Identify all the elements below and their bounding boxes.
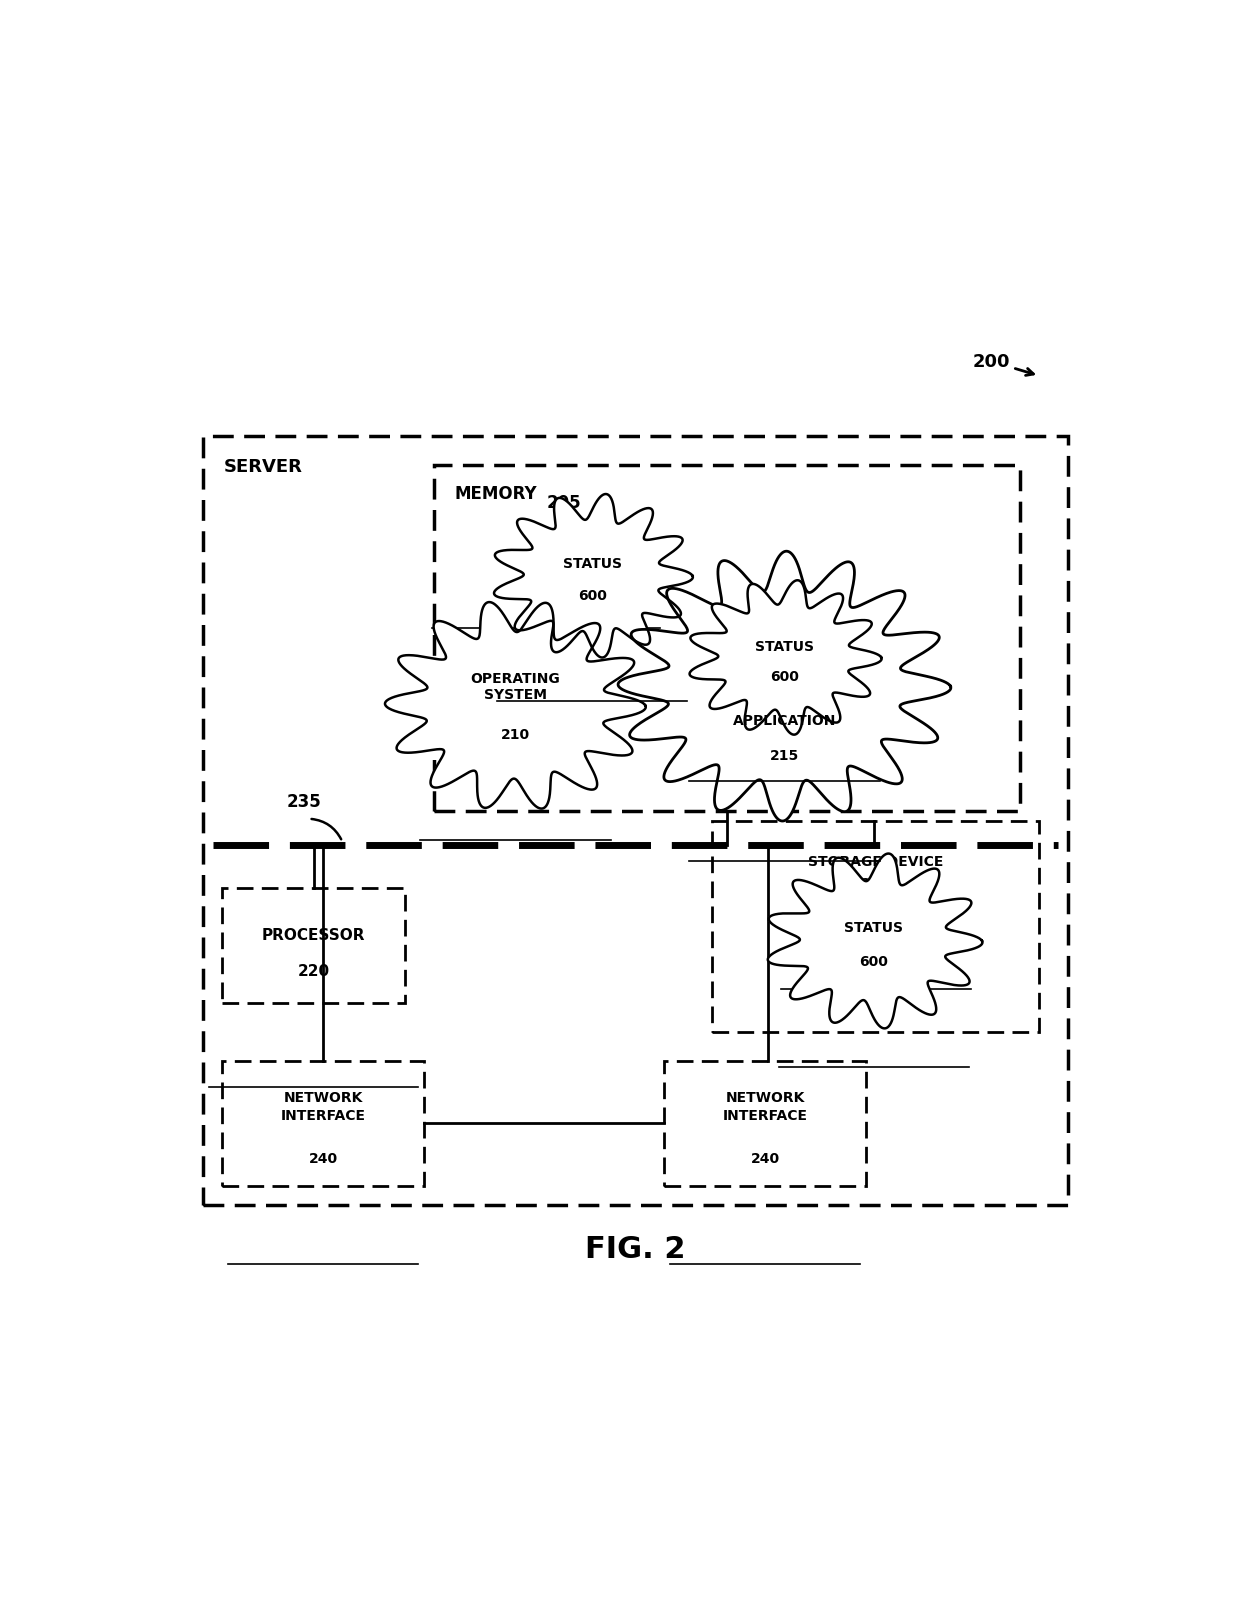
Text: 225: 225 [861,876,890,890]
Text: 235: 235 [286,792,321,812]
Polygon shape [618,551,951,821]
Text: STATUS: STATUS [563,556,621,570]
Text: NETWORK
INTERFACE: NETWORK INTERFACE [723,1091,807,1122]
Text: NETWORK
INTERFACE: NETWORK INTERFACE [280,1091,366,1122]
Text: 200: 200 [972,354,1033,376]
Text: STORAGE DEVICE: STORAGE DEVICE [808,855,944,869]
Text: 600: 600 [859,955,888,969]
Text: 210: 210 [501,728,529,741]
Text: STATUS: STATUS [755,640,813,652]
Text: 240: 240 [309,1152,337,1165]
Text: 220: 220 [298,964,330,979]
Polygon shape [384,603,646,808]
Text: MEMORY: MEMORY [455,485,537,503]
Text: STATUS: STATUS [844,921,903,935]
Bar [712,821,1039,1032]
Text: PROCESSOR: PROCESSOR [262,927,366,942]
Polygon shape [494,495,693,659]
Bar [222,889,404,1004]
Bar [665,1061,866,1186]
Polygon shape [768,853,982,1028]
Bar [222,1061,424,1186]
Text: 240: 240 [750,1152,780,1165]
Bar [203,437,1068,1205]
Text: 600: 600 [578,588,606,603]
Text: FIG. 2: FIG. 2 [585,1234,686,1263]
Text: 215: 215 [770,749,799,763]
Text: SERVER: SERVER [224,458,303,476]
Text: APPLICATION: APPLICATION [733,714,836,728]
Bar [434,466,1019,812]
Polygon shape [689,580,882,734]
Text: 205: 205 [546,493,580,511]
Text: OPERATING
SYSTEM: OPERATING SYSTEM [470,672,560,701]
Text: 600: 600 [770,669,799,683]
